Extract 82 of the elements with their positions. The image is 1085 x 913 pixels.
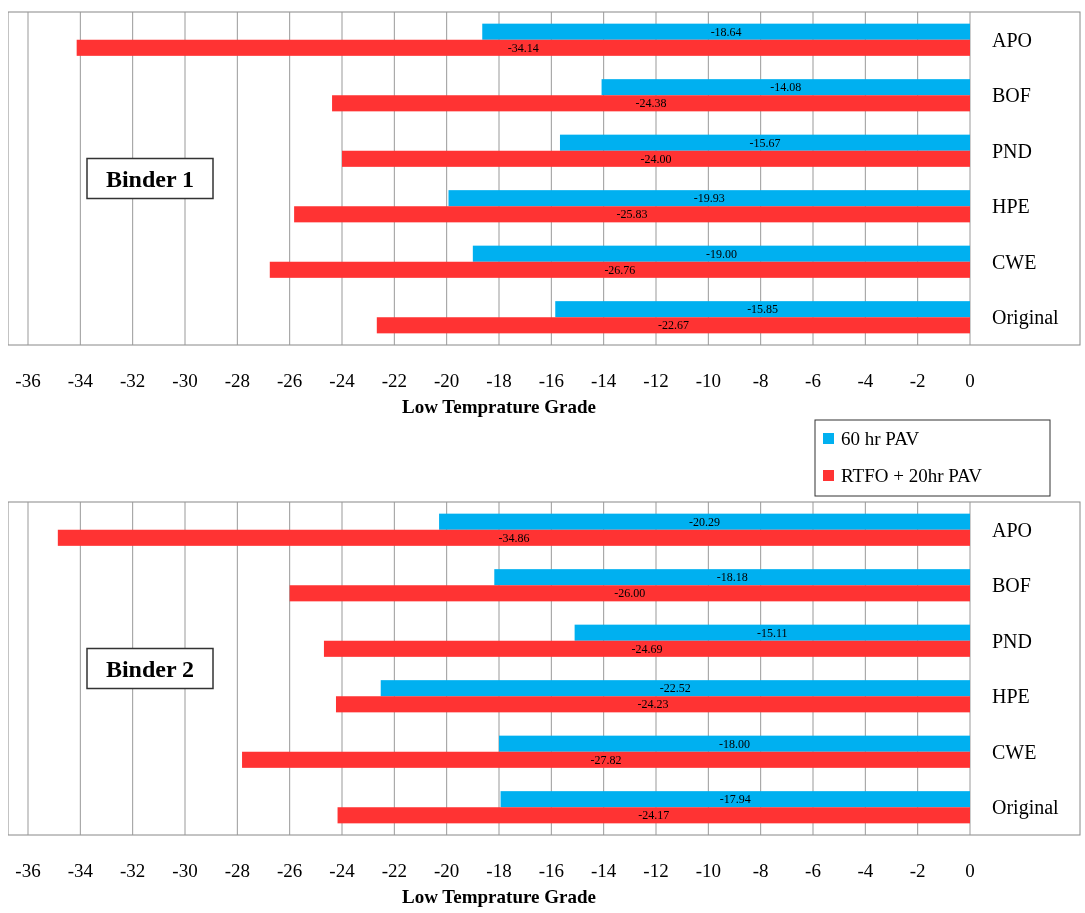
y-tick-label: PND xyxy=(992,139,1033,162)
x-axis-title: Low Temprature Grade xyxy=(402,396,596,417)
data-label: -15.85 xyxy=(747,302,779,317)
y-tick-label: BOF xyxy=(992,574,1031,597)
data-label: -17.94 xyxy=(719,792,751,807)
data-label: -26.76 xyxy=(604,262,636,277)
x-tick-label: -34 xyxy=(67,370,94,391)
x-tick-label: -20 xyxy=(434,370,460,391)
x-tick-label: -16 xyxy=(538,370,564,391)
x-tick-label: -32 xyxy=(120,370,146,391)
text-box: Binder 2 xyxy=(86,647,214,690)
data-label: -24.69 xyxy=(631,641,663,656)
x-tick-label: -20 xyxy=(434,860,460,881)
data-label: -27.82 xyxy=(590,752,622,767)
x-tick-label: -36 xyxy=(15,370,41,391)
x-tick-label: -2 xyxy=(909,370,926,391)
x-tick-label: -10 xyxy=(695,370,721,391)
y-tick-label: APO xyxy=(992,518,1033,541)
x-tick-label: -6 xyxy=(805,370,821,391)
x-tick-label: -18 xyxy=(486,370,512,391)
data-label: -15.11 xyxy=(757,625,788,640)
data-label: -24.00 xyxy=(640,151,672,166)
x-tick-label: -8 xyxy=(752,860,769,881)
y-tick-label: CWE xyxy=(992,740,1037,763)
data-label: -18.00 xyxy=(719,736,750,751)
x-axis-title: Low Temprature Grade xyxy=(402,886,596,907)
x-tick-label: -14 xyxy=(591,370,617,391)
data-label: -20.29 xyxy=(689,514,721,529)
x-tick-label: -26 xyxy=(277,370,303,391)
x-tick-label: -30 xyxy=(172,370,198,391)
x-tick-label: -24 xyxy=(329,370,356,391)
y-tick-label: Original xyxy=(992,306,1060,330)
y-tick-label: APO xyxy=(992,28,1033,51)
data-label: -15.67 xyxy=(749,135,781,150)
x-tick-label: -12 xyxy=(643,860,669,881)
annotation: Binder 2 xyxy=(105,655,195,682)
annotation: Binder 1 xyxy=(105,165,195,192)
x-tick-label: 0 xyxy=(965,860,975,881)
x-tick-label: -4 xyxy=(857,370,874,391)
data-label: -34.86 xyxy=(498,530,530,545)
x-tick-label: -8 xyxy=(752,370,769,391)
text-box: Binder 1 xyxy=(86,157,214,200)
y-tick-label: HPE xyxy=(992,685,1030,708)
y-tick-label: Original xyxy=(992,796,1060,820)
x-tick-label: -28 xyxy=(224,860,250,881)
x-tick-label: -14 xyxy=(591,860,617,881)
legend-label: 60 hr PAV xyxy=(841,428,920,449)
x-tick-label: 0 xyxy=(965,370,975,391)
x-tick-label: -28 xyxy=(224,370,250,391)
y-tick-label: CWE xyxy=(992,250,1037,273)
data-label: -24.17 xyxy=(638,808,670,823)
data-label: -18.18 xyxy=(716,570,748,585)
data-label: -14.08 xyxy=(770,80,802,95)
data-label: -26.00 xyxy=(614,586,646,601)
x-tick-label: -10 xyxy=(695,860,721,881)
x-tick-label: -22 xyxy=(381,860,407,881)
x-tick-label: -36 xyxy=(15,860,41,881)
x-tick-label: -22 xyxy=(381,370,407,391)
x-tick-label: -26 xyxy=(277,860,303,881)
x-tick-label: -16 xyxy=(538,860,564,881)
legend-label: RTFO + 20hr PAV xyxy=(841,465,983,486)
y-tick-label: PND xyxy=(992,629,1033,652)
data-label: -19.00 xyxy=(705,246,737,261)
x-tick-label: -30 xyxy=(172,860,198,881)
data-label: -25.83 xyxy=(616,207,648,222)
y-tick-label: HPE xyxy=(992,195,1030,218)
x-tick-label: -6 xyxy=(805,860,821,881)
x-tick-label: -32 xyxy=(120,860,146,881)
x-tick-label: -4 xyxy=(857,860,874,881)
data-label: -22.67 xyxy=(657,318,689,333)
data-label: -22.52 xyxy=(659,681,691,696)
x-tick-label: -2 xyxy=(909,860,926,881)
data-label: -24.38 xyxy=(635,96,667,111)
y-tick-label: BOF xyxy=(992,84,1031,107)
x-tick-label: -18 xyxy=(486,860,512,881)
data-label: -18.64 xyxy=(710,24,742,39)
x-tick-label: -12 xyxy=(643,370,669,391)
data-label: -19.93 xyxy=(693,191,725,206)
x-tick-label: -24 xyxy=(329,860,356,881)
x-tick-label: -34 xyxy=(67,860,94,881)
data-label: -34.14 xyxy=(507,40,539,55)
data-label: -24.23 xyxy=(637,697,669,712)
